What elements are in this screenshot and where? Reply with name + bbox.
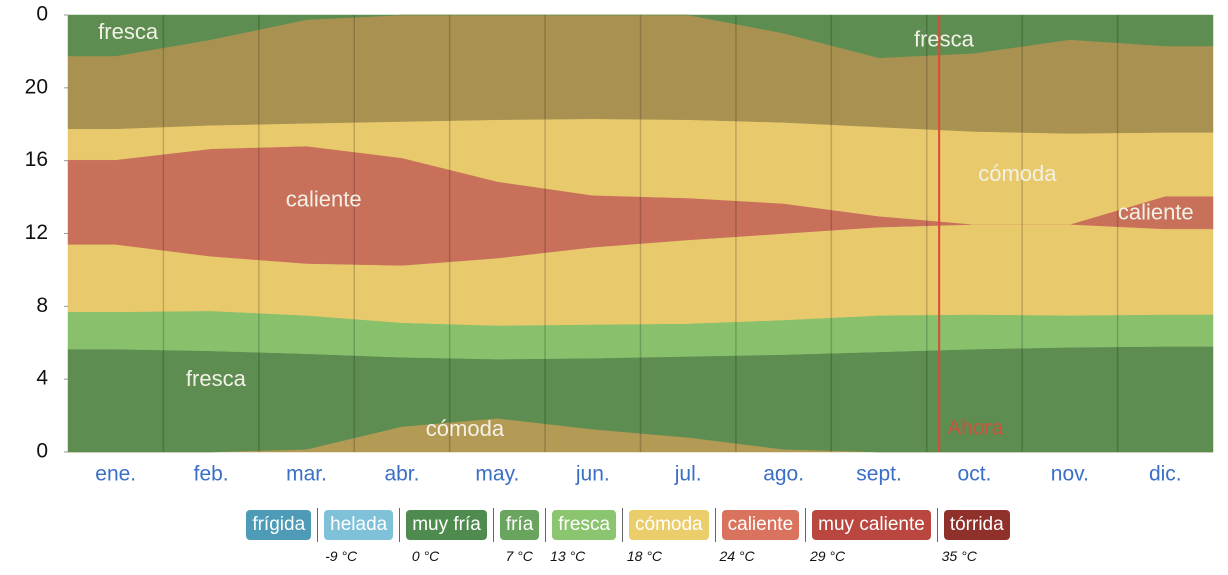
threshold-label: 13 °C	[550, 548, 586, 564]
legend-item: muy fría	[406, 510, 487, 540]
band-label: cómoda	[978, 161, 1057, 186]
now-label: Ahora	[947, 417, 1003, 440]
x-tick-label: oct.	[958, 463, 992, 486]
x-tick-label: ene.	[95, 463, 136, 486]
legend-item: helada	[324, 510, 394, 540]
y-tick-label: 4	[36, 367, 48, 390]
x-tick-label: mar.	[286, 463, 327, 486]
legend-item: tórrida	[943, 510, 1010, 540]
band-label: fresca	[186, 366, 247, 391]
legend: frígida -9 °C helada 0 °C muy fría 7 °C fría 13…	[0, 508, 1228, 564]
y-tick-label: 8	[36, 294, 48, 317]
band-label: caliente	[1118, 199, 1194, 224]
legend-separator: 35 °C	[936, 508, 977, 564]
legend-separator: 0 °C	[399, 508, 439, 564]
y-tick-label: 0	[36, 3, 48, 26]
threshold-label: 29 °C	[809, 548, 846, 564]
y-tick-label: 0	[36, 440, 48, 463]
temperature-band	[67, 14, 1214, 59]
band-label: fresca	[914, 26, 975, 51]
x-tick-label: jul.	[674, 463, 702, 486]
chart: ene. feb. mar. abr. may. jun. jul. ago. sept. oct…	[25, 3, 1214, 486]
x-tick-label: dic.	[1149, 463, 1182, 486]
band-label: cómoda	[426, 416, 505, 441]
y-tick-label: 20	[25, 75, 48, 98]
legend-item: muy caliente	[812, 510, 931, 540]
legend-item: caliente	[721, 510, 800, 540]
y-tick-label: 12	[25, 221, 48, 244]
legend-item: frígida	[246, 510, 312, 540]
threshold-label: 18 °C	[626, 548, 663, 564]
y-tick-label: 16	[25, 148, 48, 171]
threshold-label: -9 °C	[325, 548, 358, 564]
legend-separator: 7 °C	[492, 508, 533, 564]
x-tick-label: may.	[475, 463, 519, 486]
threshold-label: 24 °C	[719, 548, 755, 564]
legend-item: cómoda	[629, 510, 709, 540]
x-tick-label: sept.	[856, 463, 902, 486]
threshold-label: 7 °C	[505, 548, 533, 564]
band-label: caliente	[286, 187, 362, 212]
legend-item: fresca	[552, 510, 617, 540]
x-tick-label: nov.	[1051, 463, 1089, 486]
legend-item: fría	[499, 510, 540, 540]
legend-separator: 18 °C	[622, 508, 662, 564]
x-tick-label: ago.	[763, 463, 804, 486]
legend-separator: 13 °C	[545, 508, 585, 564]
legend-separator: 29 °C	[805, 508, 845, 564]
x-tick-label: jun.	[575, 463, 610, 486]
legend-separator: -9 °C	[317, 508, 357, 564]
band-label: fresca	[98, 19, 159, 44]
threshold-label: 35 °C	[941, 548, 977, 564]
x-tick-label: abr.	[384, 463, 419, 486]
threshold-label: 0 °C	[411, 548, 440, 564]
legend-separator: 24 °C	[714, 508, 755, 564]
x-tick-label: feb.	[194, 463, 229, 486]
